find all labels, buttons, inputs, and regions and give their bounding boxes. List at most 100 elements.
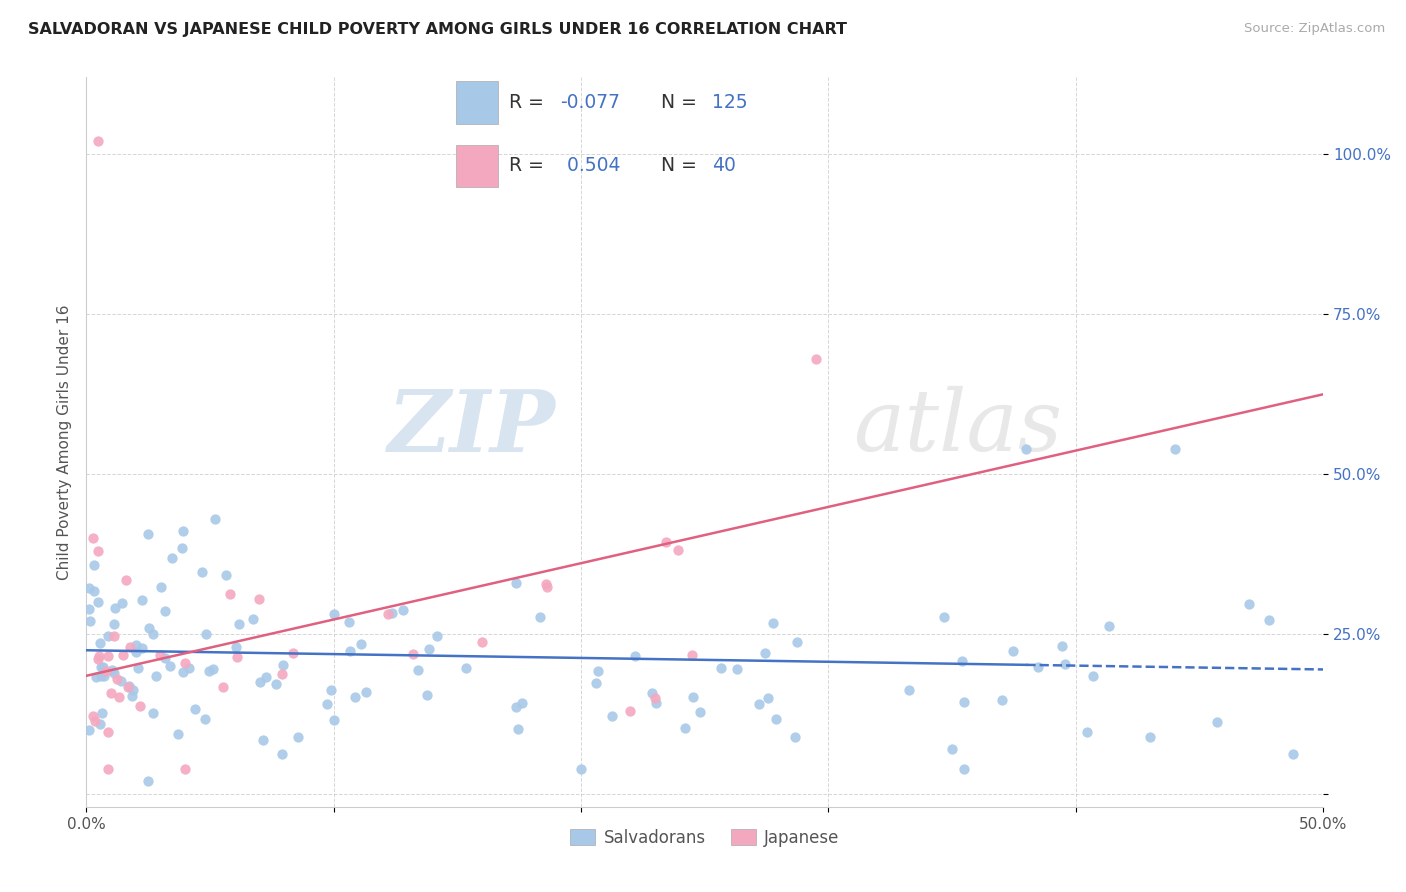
Point: [87, 595, 110, 609]
Point: [950, 654, 973, 668]
Point: [682, 690, 704, 705]
Point: [159, 658, 181, 673]
Point: [569, 762, 592, 776]
Text: 0.504: 0.504: [561, 156, 620, 176]
Point: [103, 665, 125, 680]
Point: [145, 669, 167, 683]
Point: [623, 648, 645, 663]
Point: [97, 649, 120, 664]
Point: [91, 659, 114, 673]
Point: [536, 577, 558, 591]
Point: [655, 535, 678, 549]
Point: [105, 672, 128, 686]
Point: [194, 712, 217, 726]
Point: [125, 645, 148, 659]
Point: [991, 693, 1014, 707]
Point: [602, 708, 624, 723]
Point: [97, 762, 120, 776]
Point: [1076, 725, 1098, 739]
Point: [112, 648, 135, 662]
Point: [204, 512, 226, 526]
Point: [1098, 618, 1121, 632]
Point: [121, 689, 143, 703]
Point: [264, 677, 287, 691]
Point: [804, 352, 827, 367]
Point: [101, 663, 124, 677]
Point: [402, 648, 425, 662]
Point: [83, 584, 105, 599]
Point: [1205, 715, 1227, 730]
Point: [174, 762, 197, 776]
Point: [418, 642, 440, 657]
Point: [454, 661, 477, 675]
Point: [172, 524, 194, 538]
Point: [783, 730, 806, 744]
Point: [619, 704, 641, 718]
Point: [191, 566, 214, 580]
Point: [136, 774, 159, 789]
Text: -0.077: -0.077: [561, 93, 620, 112]
Point: [115, 573, 138, 587]
Point: [138, 527, 160, 541]
Point: [710, 661, 733, 675]
Text: 125: 125: [713, 93, 748, 112]
Text: ZIP: ZIP: [388, 386, 557, 469]
Point: [377, 607, 399, 621]
Text: 40: 40: [713, 156, 737, 176]
Point: [381, 606, 404, 620]
Point: [644, 696, 666, 710]
Point: [128, 699, 150, 714]
Point: [1139, 730, 1161, 744]
Point: [93, 669, 115, 683]
FancyBboxPatch shape: [456, 145, 498, 187]
Point: [104, 601, 127, 615]
Point: [82, 709, 104, 723]
Point: [319, 682, 342, 697]
FancyBboxPatch shape: [456, 81, 498, 124]
Point: [194, 627, 217, 641]
Point: [1257, 613, 1279, 627]
Point: [225, 640, 247, 654]
Point: [111, 596, 134, 610]
Point: [1015, 442, 1038, 456]
Point: [323, 713, 346, 727]
Point: [225, 650, 247, 665]
Y-axis label: Child Poverty Among Girls Under 16: Child Poverty Among Girls Under 16: [58, 304, 72, 580]
Point: [510, 696, 533, 710]
Point: [786, 634, 808, 648]
Point: [219, 587, 242, 601]
Point: [1050, 640, 1073, 654]
Point: [174, 656, 197, 670]
Point: [138, 621, 160, 635]
Point: [287, 730, 309, 744]
Point: [283, 646, 305, 660]
Point: [131, 640, 153, 655]
Point: [117, 680, 139, 694]
Point: [505, 575, 527, 590]
Point: [201, 662, 224, 676]
Point: [100, 686, 122, 700]
Point: [673, 721, 696, 735]
Point: [252, 733, 274, 747]
Point: [83, 558, 105, 572]
Point: [89, 717, 111, 731]
Point: [762, 616, 785, 631]
Point: [586, 664, 609, 678]
Point: [681, 648, 703, 662]
Point: [322, 607, 344, 621]
Point: [97, 725, 120, 739]
Point: [270, 666, 292, 681]
Point: [149, 648, 172, 662]
Point: [1237, 597, 1260, 611]
Point: [934, 610, 956, 624]
Point: [94, 664, 117, 678]
Point: [79, 614, 101, 628]
Point: [1282, 747, 1305, 762]
Point: [131, 592, 153, 607]
Point: [77, 581, 100, 595]
Point: [529, 610, 551, 624]
Point: [748, 698, 770, 712]
Legend: Salvadorans, Japanese: Salvadorans, Japanese: [564, 822, 846, 854]
Point: [215, 568, 238, 582]
Point: [536, 580, 558, 594]
